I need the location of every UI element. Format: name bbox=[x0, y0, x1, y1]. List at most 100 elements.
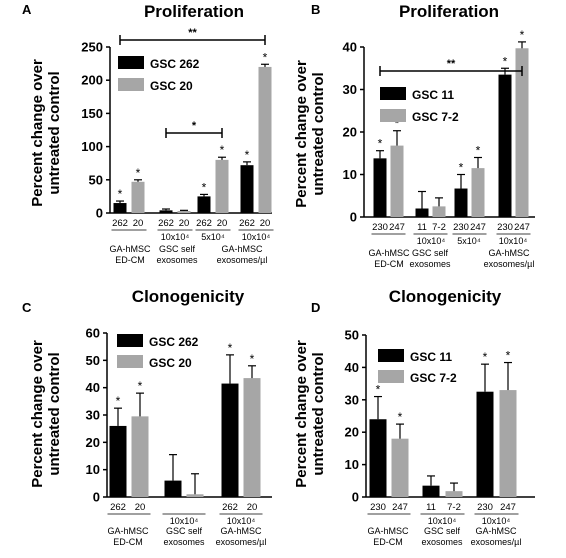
x-tick-label: 230 bbox=[370, 502, 386, 513]
bar bbox=[498, 74, 512, 217]
legend-label: GSC 20 bbox=[149, 356, 192, 370]
bar bbox=[164, 480, 182, 497]
x-tick-label: 247 bbox=[389, 222, 405, 233]
significance-star: * bbox=[138, 379, 143, 393]
category-label: GA-hMSC ED-CM bbox=[107, 526, 149, 547]
x-tick-label: 20 bbox=[179, 218, 190, 229]
legend-swatch bbox=[117, 334, 143, 347]
significance-star: * bbox=[376, 383, 381, 397]
bar bbox=[391, 438, 409, 497]
category-label: GSC self exosomes bbox=[409, 248, 451, 269]
significance-star: * bbox=[116, 394, 121, 408]
dose-label: 10x10⁴ bbox=[242, 232, 271, 242]
x-tick-label: 230 bbox=[477, 502, 493, 513]
x-tick-label: 230 bbox=[497, 222, 513, 233]
y-tick-label: 30 bbox=[345, 392, 359, 407]
chart-title: Clonogenicity bbox=[132, 287, 245, 306]
category-label: GA-hMSC ED-CM bbox=[368, 248, 410, 269]
chart-panel-b: B Proliferation Percent change overuntreat… bbox=[293, 2, 535, 269]
dose-label: 10x10⁴ bbox=[161, 232, 190, 242]
x-tick-label: 230 bbox=[453, 222, 469, 233]
bar bbox=[415, 208, 429, 217]
bar bbox=[243, 378, 261, 497]
significance-label: ** bbox=[188, 27, 197, 39]
legend-label: GSC 7-2 bbox=[412, 110, 459, 124]
x-tick-label: 262 bbox=[112, 218, 128, 229]
x-tick-label: 20 bbox=[217, 218, 228, 229]
bar bbox=[131, 181, 145, 213]
significance-label: * bbox=[192, 120, 197, 132]
bar bbox=[186, 494, 204, 497]
category-label: GSC self exosomes bbox=[156, 244, 198, 265]
x-tick-label: 262 bbox=[110, 502, 126, 513]
legend-label: GSC 262 bbox=[149, 335, 199, 349]
panel-letter: A bbox=[22, 2, 32, 17]
significance-star: * bbox=[220, 143, 225, 157]
bar bbox=[240, 165, 254, 213]
significance-star: * bbox=[459, 161, 464, 175]
significance-label: ** bbox=[447, 58, 456, 70]
dose-label: 10x10⁴ bbox=[482, 516, 511, 526]
significance-star: * bbox=[503, 54, 508, 68]
bar bbox=[476, 391, 494, 497]
legend-label: GSC 20 bbox=[150, 79, 193, 93]
bar bbox=[471, 168, 485, 217]
category-label: GA-hMSC exosomes/µl bbox=[484, 248, 535, 269]
y-tick-label: 0 bbox=[352, 490, 359, 505]
legend-label: GSC 11 bbox=[412, 88, 454, 102]
bar bbox=[215, 159, 229, 213]
significance-star: * bbox=[395, 117, 400, 131]
x-tick-label: 11 bbox=[417, 222, 427, 233]
significance-star: * bbox=[250, 352, 255, 366]
significance-star: * bbox=[506, 349, 511, 363]
y-tick-label: 0 bbox=[350, 210, 357, 225]
y-tick-label: 20 bbox=[86, 435, 100, 450]
y-tick-label: 10 bbox=[343, 167, 357, 182]
x-tick-label: 247 bbox=[470, 222, 486, 233]
y-tick-label: 50 bbox=[89, 172, 103, 187]
y-tick-label: 10 bbox=[345, 457, 359, 472]
x-tick-label: 262 bbox=[222, 502, 238, 513]
x-tick-label: 247 bbox=[500, 502, 516, 513]
bar bbox=[131, 416, 149, 497]
x-tick-label: 20 bbox=[247, 502, 258, 513]
category-label: GA-hMSC ED-CM bbox=[367, 526, 409, 547]
x-tick-label: 262 bbox=[239, 218, 255, 229]
dose-label: 10x10⁴ bbox=[499, 236, 528, 246]
chart-panel-c: C Clonogenicity Percent change overuntreat… bbox=[22, 287, 272, 547]
panel-letter: B bbox=[311, 2, 320, 17]
legend-swatch bbox=[378, 370, 404, 383]
bar bbox=[515, 48, 529, 218]
significance-star: * bbox=[483, 350, 488, 364]
chart-title: Clonogenicity bbox=[389, 287, 502, 306]
significance-star: * bbox=[378, 137, 383, 151]
significance-star: * bbox=[228, 341, 233, 355]
legend-label: GSC 262 bbox=[150, 57, 200, 71]
chart-panel-d: D Clonogenicity Percent change overuntreat… bbox=[293, 287, 535, 547]
significance-star: * bbox=[398, 410, 403, 424]
bar bbox=[369, 419, 387, 497]
panel-letter: D bbox=[311, 300, 320, 315]
panel-letter: C bbox=[22, 300, 32, 315]
legend-swatch bbox=[380, 109, 406, 122]
significance-star: * bbox=[263, 50, 268, 64]
y-tick-label: 20 bbox=[345, 425, 359, 440]
legend-swatch bbox=[117, 355, 143, 368]
x-tick-label: 7-2 bbox=[432, 222, 446, 233]
y-tick-label: 40 bbox=[86, 380, 100, 395]
y-tick-label: 50 bbox=[86, 353, 100, 368]
bar bbox=[109, 425, 127, 497]
y-tick-label: 250 bbox=[81, 40, 103, 55]
y-tick-label: 20 bbox=[343, 125, 357, 140]
dose-label: 5x10⁴ bbox=[201, 232, 225, 242]
category-label: GA-hMSC exosomes/µl bbox=[471, 526, 522, 547]
bar bbox=[159, 210, 173, 213]
y-tick-label: 50 bbox=[345, 328, 359, 343]
dose-label: 10x10⁴ bbox=[227, 516, 256, 526]
legend-label: GSC 11 bbox=[410, 350, 452, 364]
significance-star: * bbox=[202, 180, 207, 194]
bar bbox=[454, 188, 468, 217]
significance-star: * bbox=[136, 166, 141, 180]
y-axis-label: Percent change overuntreated control bbox=[29, 340, 63, 488]
x-tick-label: 247 bbox=[514, 222, 530, 233]
